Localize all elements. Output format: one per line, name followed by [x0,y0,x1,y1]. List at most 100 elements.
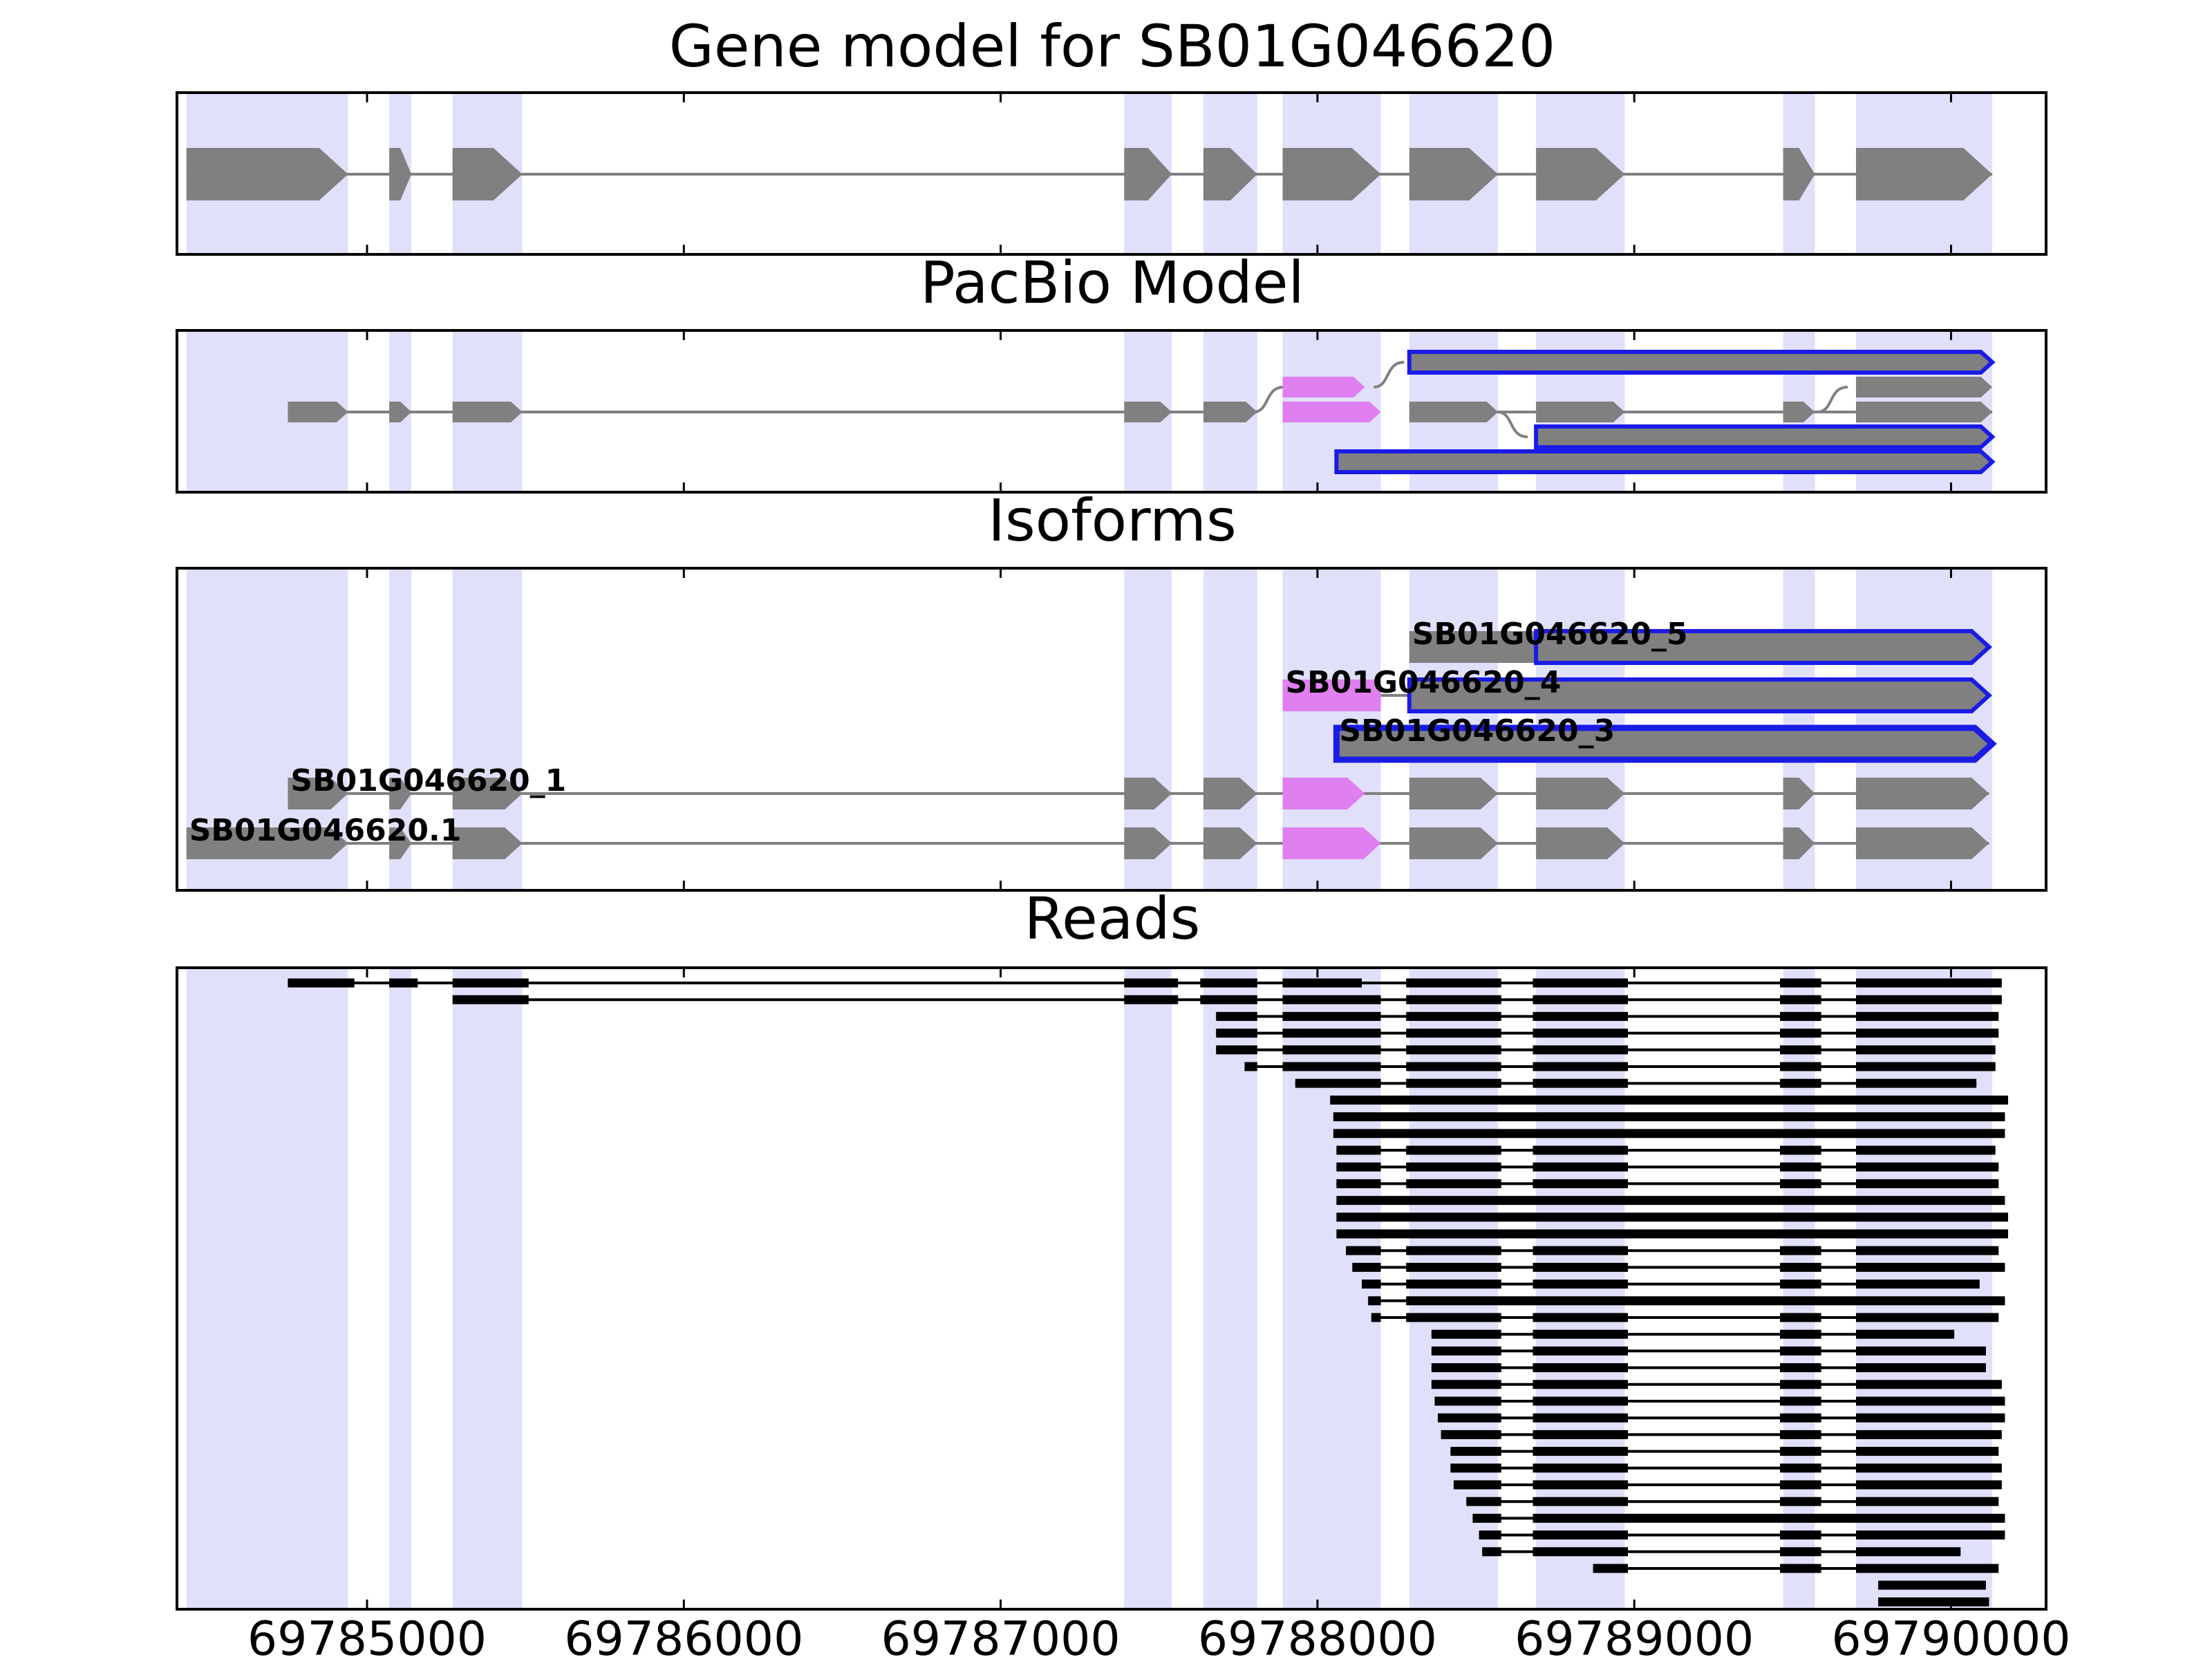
read-block [1533,1480,1629,1490]
read-block [1282,978,1362,988]
read-block [1856,1430,2002,1439]
read-block [1450,1463,1501,1473]
read-block [1533,1363,1629,1373]
read-block [1406,1145,1501,1155]
read-block [1780,995,1821,1004]
isoform-exon [1536,827,1625,859]
read-block [1856,1447,1999,1456]
isoform-exon [1856,827,1989,859]
read-block [1780,1062,1821,1071]
isoform-exon [1407,677,1992,713]
read-block [1856,1396,2005,1406]
x-tick-label: 69788000 [1198,1612,1437,1659]
panel-title-reads: Reads [1024,885,1201,953]
isoform-label: SB01G046620_5 [1412,617,1688,652]
isoform-exon [1203,827,1257,859]
read-block [1780,978,1821,988]
x-tick-label: 69787000 [881,1612,1121,1659]
read-block [1362,1280,1381,1289]
read-block [1533,1280,1629,1289]
read-block [1472,1513,1501,1523]
read-block [1856,1062,1996,1071]
read-block [1593,1564,1629,1573]
read-block [1780,1363,1821,1373]
read-block [1479,1530,1501,1540]
read-block [1780,1530,1821,1540]
read-block [1780,1480,1821,1490]
read-block [1406,1062,1501,1071]
isoform-exon [389,778,412,809]
read-block [1533,1329,1629,1339]
read-block [1856,1313,1999,1322]
read-block [1466,1497,1501,1506]
pacbio-exon [389,402,412,422]
read-block [452,995,529,1004]
x-tick-label: 69790000 [1831,1612,2070,1659]
read-block [1780,1011,1821,1021]
isoform-exon [452,778,523,809]
reads-track [176,966,2047,1611]
read-block [1453,1480,1501,1490]
read-block [1856,1262,2005,1272]
pacbio-exon [1282,402,1381,422]
gene-model-track [176,91,2047,256]
read-block [1533,1447,1629,1456]
isoform-exon [1534,629,1992,665]
read-block [1780,1145,1821,1155]
read-block [1406,1246,1501,1255]
pacbio-exon [1407,350,1996,375]
read-block [1780,1430,1821,1439]
pacbio-exon [1124,402,1172,422]
splice-link [1253,386,1284,413]
read-block [1406,1313,1501,1322]
read-block [1282,1029,1381,1038]
panel-isoforms: Isoforms SB01G046620_5SB01G046620_4SB01G… [176,487,2047,892]
read-block [452,978,529,988]
read-block [1856,1145,1996,1155]
gene-exon [1856,148,1993,200]
read-block [1450,1447,1501,1456]
read-block [1780,1280,1821,1289]
read-block [1336,1145,1381,1155]
isoform-exon [389,827,412,859]
panel-frame [176,91,2047,256]
read-block [1336,1229,2009,1239]
read-block [1856,1011,1999,1021]
read-block [1780,1463,1821,1473]
panel-title-pacbio-model: PacBio Model [920,249,1304,317]
panel-pacbio-model: PacBio Model [176,249,2047,494]
read-block [1333,1112,2005,1122]
read-block [1856,1547,1961,1557]
read-block [1856,1564,1999,1573]
read-block [1856,1380,2002,1389]
read-block [1216,1011,1257,1021]
read-block [1406,1029,1501,1038]
isoforms-track: SB01G046620_5 SB01G046620_4 SB01G046620_3 S… [176,567,2047,892]
exon-region-band [1124,968,1172,1609]
exon-region-band [186,968,348,1609]
read-block [1856,1078,1977,1088]
read-block [1216,1029,1257,1038]
read-block [1856,1346,1986,1356]
read-block [1856,1162,1999,1172]
read-block [1406,1179,1501,1188]
isoform-exon [1783,827,1815,859]
isoform-exon [186,827,348,859]
pacbio-exon [1203,402,1257,422]
read-block [1533,1413,1629,1423]
read-block [1406,1280,1501,1289]
gene-exon [1409,148,1499,200]
isoform-label: SB01G046620_3 [1339,713,1615,749]
read-block [1856,1045,1996,1055]
read-block [1533,1078,1629,1088]
panel-frame [176,966,2047,1611]
read-block [1282,1011,1381,1021]
read-block [1438,1413,1501,1423]
gene-exon [1282,148,1381,200]
read-block [1533,1530,1629,1540]
read-block [1780,1179,1821,1188]
read-block [1282,1062,1381,1071]
pacbio-exon [1334,449,1996,474]
read-block [1434,1396,1501,1406]
